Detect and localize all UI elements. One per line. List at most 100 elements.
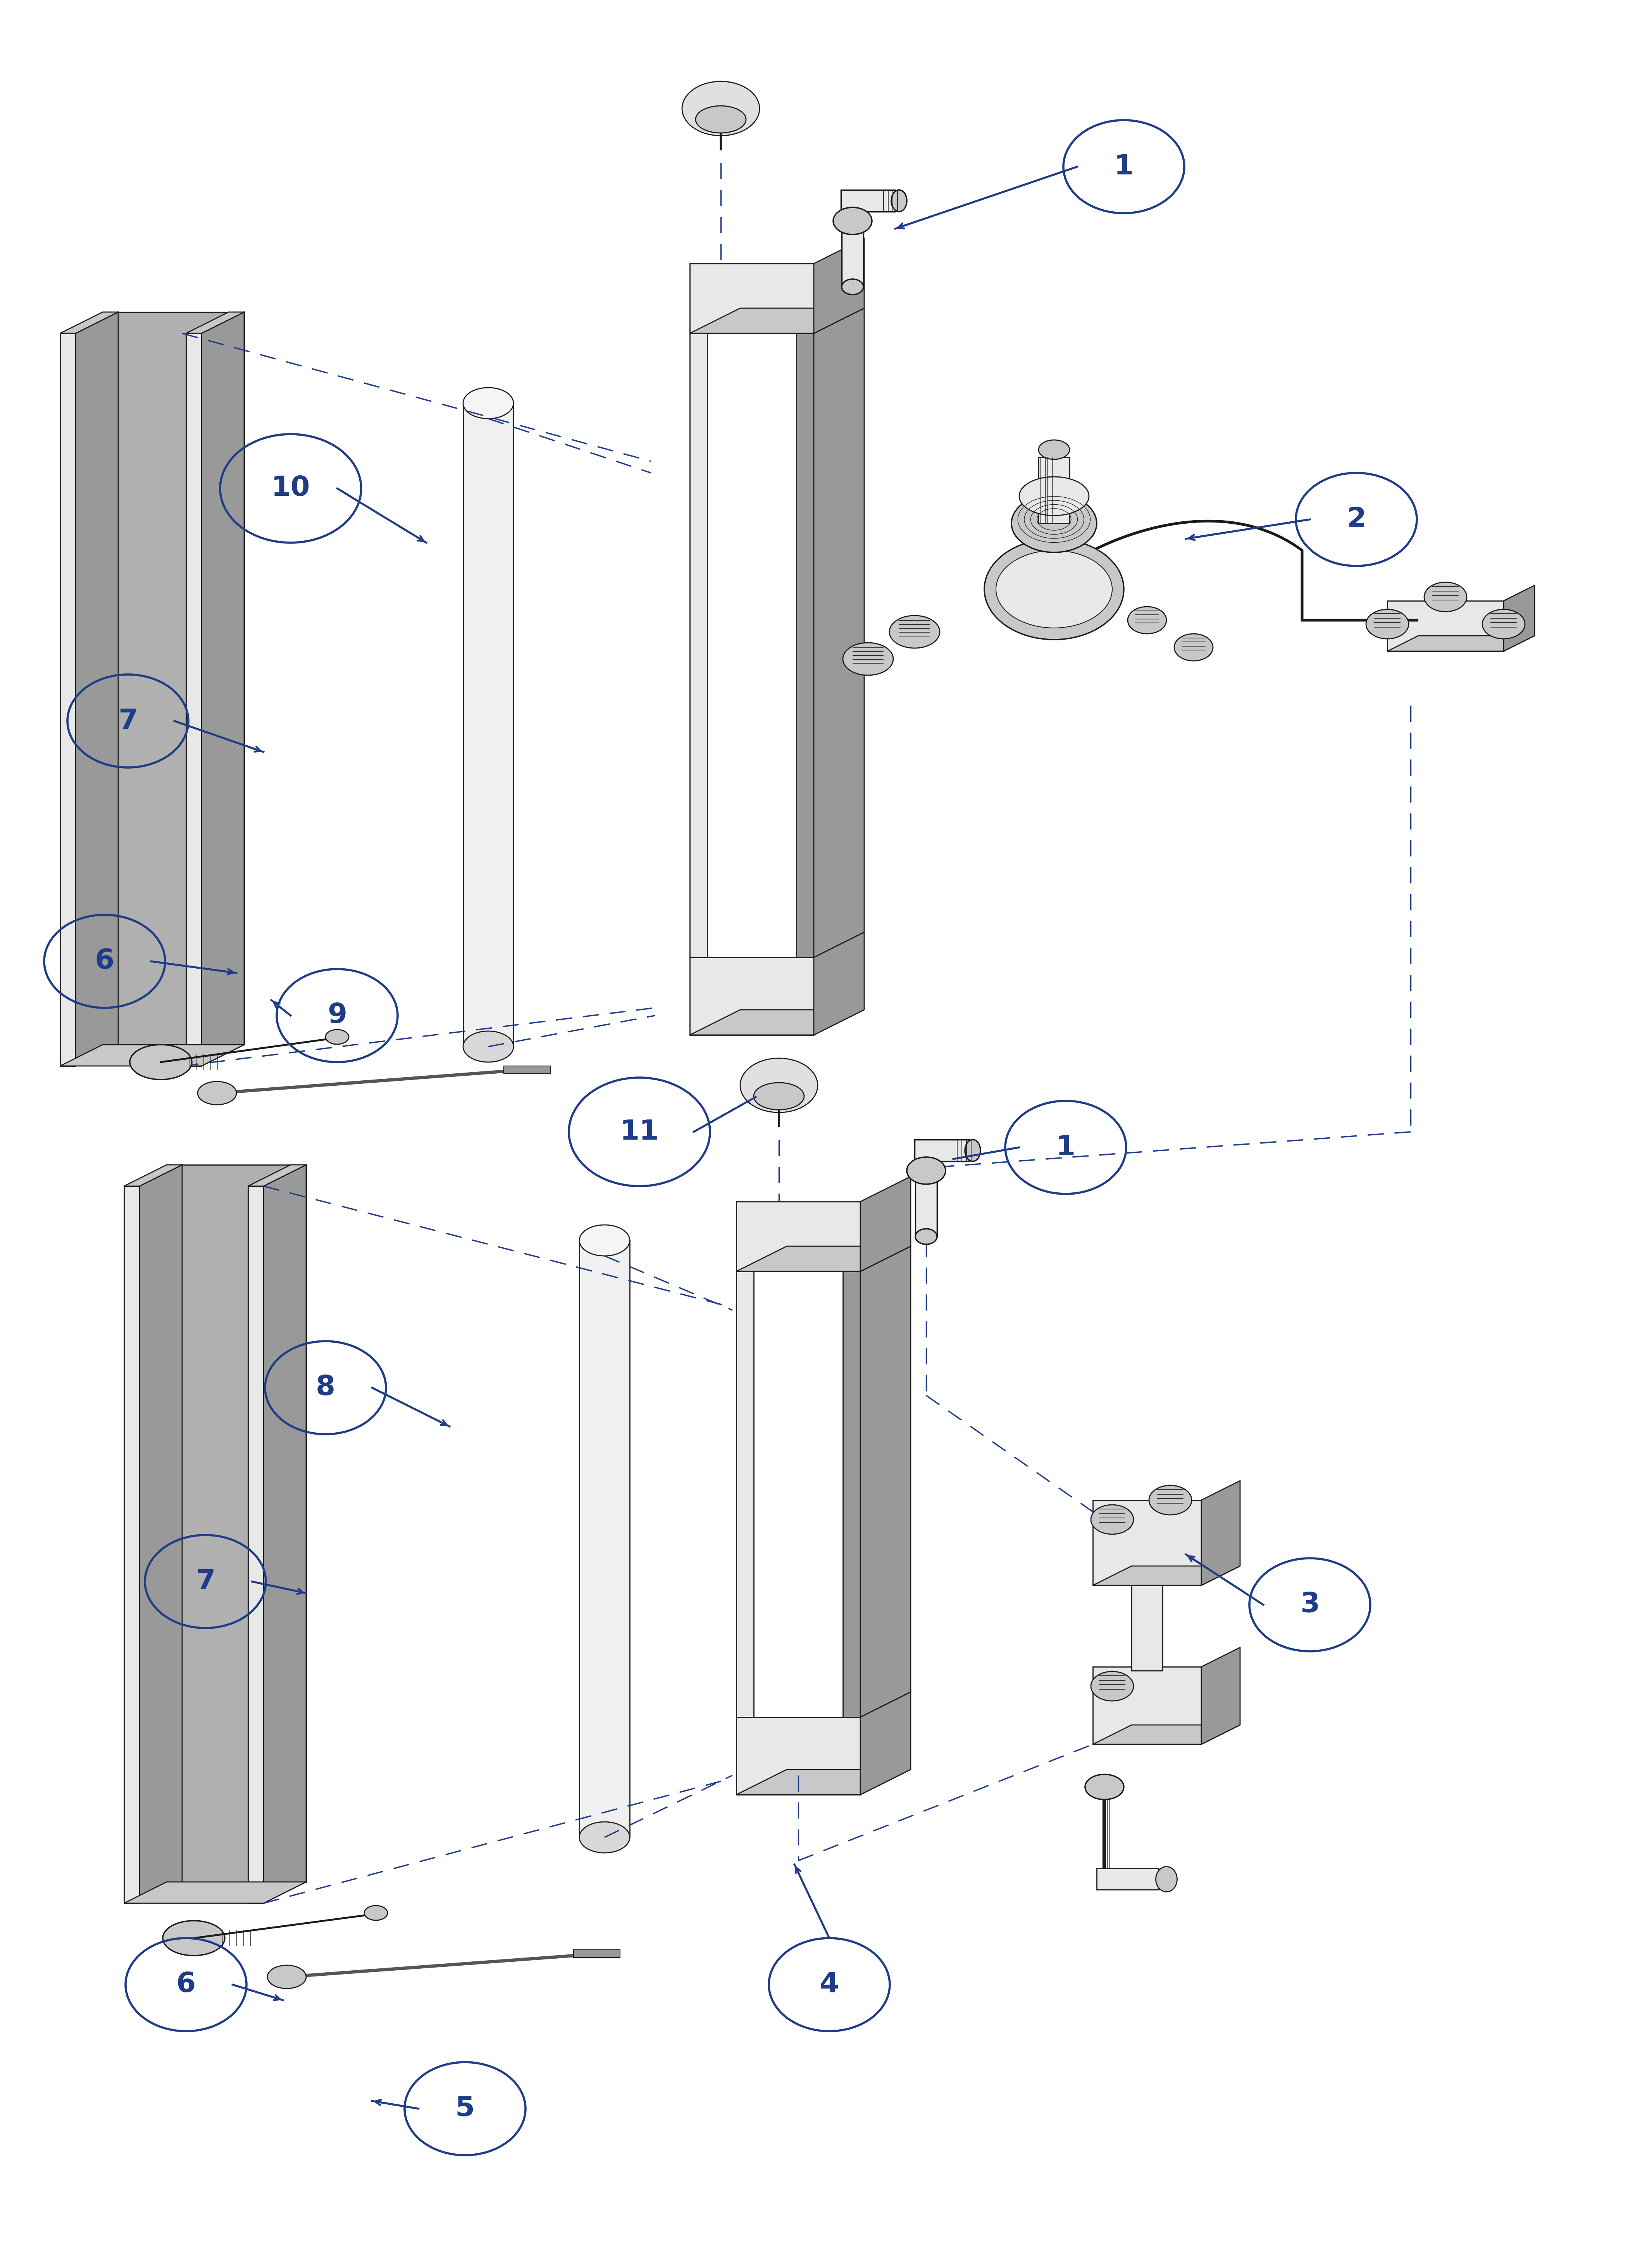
Text: 10: 10 <box>272 474 311 501</box>
Bar <box>580 1241 630 1837</box>
Polygon shape <box>1387 601 1504 651</box>
Ellipse shape <box>907 1157 946 1184</box>
Ellipse shape <box>1091 1672 1133 1701</box>
Text: 7: 7 <box>195 1567 215 1594</box>
Bar <box>842 225 863 286</box>
Ellipse shape <box>163 1921 225 1955</box>
Ellipse shape <box>1424 583 1467 612</box>
Polygon shape <box>1092 1499 1201 1585</box>
Bar <box>915 1175 938 1236</box>
Ellipse shape <box>326 1030 348 1043</box>
Ellipse shape <box>580 1821 630 1853</box>
Polygon shape <box>690 957 814 1034</box>
Polygon shape <box>247 1166 306 1186</box>
Ellipse shape <box>130 1046 192 1080</box>
Polygon shape <box>860 1245 910 1717</box>
Ellipse shape <box>842 279 863 295</box>
Polygon shape <box>736 1245 910 1272</box>
Polygon shape <box>60 333 75 1066</box>
Polygon shape <box>1092 1565 1241 1585</box>
Polygon shape <box>814 308 864 957</box>
Polygon shape <box>166 1166 306 1882</box>
Polygon shape <box>1201 1647 1241 1744</box>
Ellipse shape <box>1481 610 1525 640</box>
Ellipse shape <box>682 82 760 136</box>
Ellipse shape <box>1011 494 1097 553</box>
Polygon shape <box>1092 1667 1201 1744</box>
Bar <box>573 1950 620 1957</box>
Polygon shape <box>736 1717 860 1794</box>
Polygon shape <box>814 932 864 1034</box>
Text: 1: 1 <box>1057 1134 1076 1161</box>
Polygon shape <box>186 313 244 333</box>
Polygon shape <box>860 1692 910 1794</box>
Text: 9: 9 <box>327 1002 347 1030</box>
Ellipse shape <box>965 1139 980 1161</box>
Ellipse shape <box>985 540 1123 640</box>
Ellipse shape <box>1086 1774 1123 1799</box>
Polygon shape <box>75 313 119 1066</box>
Polygon shape <box>1387 635 1535 651</box>
Polygon shape <box>247 1186 264 1903</box>
Ellipse shape <box>889 615 939 649</box>
Ellipse shape <box>580 1225 630 1256</box>
Text: 1: 1 <box>1114 154 1133 179</box>
Polygon shape <box>736 1202 860 1272</box>
Polygon shape <box>690 308 864 333</box>
Ellipse shape <box>843 642 894 676</box>
Polygon shape <box>60 1046 244 1066</box>
Polygon shape <box>1201 1481 1241 1585</box>
Text: 4: 4 <box>819 1971 838 1998</box>
Ellipse shape <box>1039 440 1070 460</box>
Text: 8: 8 <box>316 1374 335 1402</box>
Polygon shape <box>860 1177 910 1272</box>
Bar <box>1131 1585 1162 1672</box>
Ellipse shape <box>1128 606 1166 633</box>
Bar <box>1097 1869 1159 1889</box>
Polygon shape <box>140 1166 182 1903</box>
Bar <box>915 1139 969 1161</box>
Polygon shape <box>60 313 119 333</box>
Ellipse shape <box>1366 610 1408 640</box>
Polygon shape <box>690 333 707 957</box>
Text: 2: 2 <box>1346 506 1366 533</box>
Ellipse shape <box>197 1082 236 1105</box>
Text: 5: 5 <box>456 2096 475 2123</box>
Polygon shape <box>124 1186 140 1903</box>
Bar <box>842 191 895 211</box>
Ellipse shape <box>1156 1867 1177 1892</box>
Polygon shape <box>103 313 244 1046</box>
Text: 3: 3 <box>1301 1592 1320 1617</box>
Polygon shape <box>843 1272 860 1717</box>
Ellipse shape <box>754 1082 804 1109</box>
Polygon shape <box>124 1882 306 1903</box>
Ellipse shape <box>996 551 1112 628</box>
Ellipse shape <box>267 1966 306 1989</box>
Bar <box>503 1066 550 1073</box>
Polygon shape <box>736 1769 910 1794</box>
Ellipse shape <box>462 388 513 420</box>
Polygon shape <box>264 1166 306 1903</box>
Ellipse shape <box>834 206 873 234</box>
Ellipse shape <box>1091 1504 1133 1533</box>
Ellipse shape <box>1149 1486 1192 1515</box>
Ellipse shape <box>891 191 907 211</box>
Text: 11: 11 <box>620 1118 659 1145</box>
Ellipse shape <box>915 1229 938 1245</box>
Ellipse shape <box>741 1059 817 1114</box>
Polygon shape <box>796 333 814 957</box>
Bar <box>1039 458 1070 524</box>
Ellipse shape <box>1174 633 1213 660</box>
Polygon shape <box>1092 1726 1241 1744</box>
Polygon shape <box>690 1009 864 1034</box>
Ellipse shape <box>365 1905 387 1921</box>
Polygon shape <box>736 1272 754 1717</box>
Text: 6: 6 <box>94 948 114 975</box>
Polygon shape <box>814 238 864 333</box>
Ellipse shape <box>695 107 746 134</box>
Polygon shape <box>690 263 814 333</box>
Polygon shape <box>124 1166 182 1186</box>
Text: 6: 6 <box>176 1971 195 1998</box>
Ellipse shape <box>1019 476 1089 515</box>
Polygon shape <box>202 313 244 1066</box>
